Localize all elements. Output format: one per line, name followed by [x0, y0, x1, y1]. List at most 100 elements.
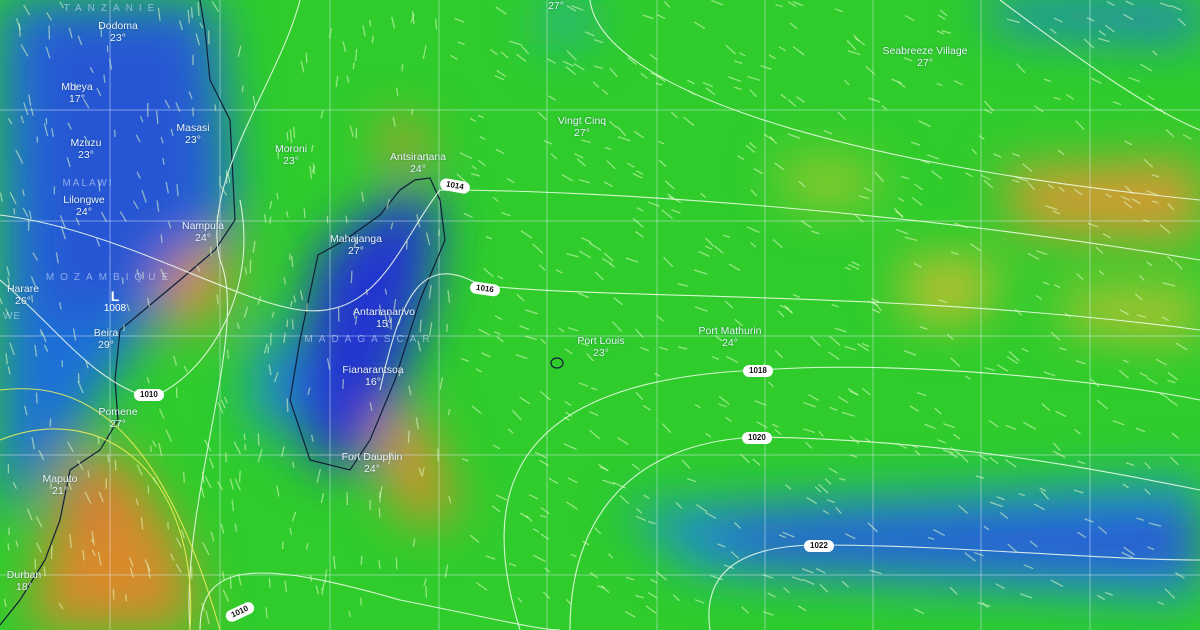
city-label[interactable]: Antananarivo 15° — [353, 306, 415, 330]
wind-particle — [777, 310, 785, 318]
wind-particle — [1052, 442, 1061, 452]
wind-particle — [426, 153, 429, 161]
city-label[interactable]: Fianarantsoa 16° — [342, 364, 403, 388]
wind-particle — [847, 50, 861, 56]
wind-particle — [51, 128, 54, 137]
wind-particle — [844, 266, 851, 271]
city-label[interactable]: Antsiranana 24° — [390, 151, 446, 175]
wind-particle — [977, 601, 991, 607]
wind-particle — [395, 87, 399, 97]
wind-particle — [507, 428, 514, 434]
city-label[interactable]: Beira 29° — [94, 327, 119, 351]
wind-particle — [1077, 531, 1087, 539]
wind-particle — [271, 311, 275, 318]
wind-particle — [775, 4, 783, 8]
city-label[interactable]: Moroni 23° — [275, 143, 307, 167]
wind-particle — [309, 165, 313, 180]
wind-particle — [226, 349, 230, 359]
wind-particle — [789, 22, 798, 30]
city-label[interactable]: Seabreeze Village 27° — [882, 45, 967, 69]
wind-particle — [891, 78, 902, 84]
wind-particle — [112, 588, 115, 600]
wind-particle — [988, 419, 999, 428]
wind-particle — [903, 350, 917, 356]
wind-particle — [752, 458, 761, 466]
wind-particle — [1033, 503, 1046, 511]
wind-particle — [648, 201, 660, 207]
city-label[interactable]: Harare 26° — [7, 283, 39, 307]
wind-particle — [582, 540, 590, 546]
wind-particle — [227, 172, 231, 183]
city-temperature: 27° — [348, 245, 364, 257]
wind-particle — [779, 304, 789, 310]
wind-particle — [815, 567, 826, 574]
wind-particle — [722, 234, 731, 238]
wind-particle — [1006, 356, 1019, 365]
wind-particle — [1035, 250, 1048, 256]
wind-particle — [493, 330, 501, 335]
wind-particle — [3, 598, 7, 607]
wind-particle — [918, 120, 932, 128]
wind-particle — [170, 128, 174, 136]
city-label[interactable]: Mzuzu 23° — [71, 137, 102, 161]
wind-particle — [702, 81, 714, 88]
wind-particle — [495, 494, 508, 501]
wind-particle — [354, 49, 358, 62]
wind-particle — [1052, 450, 1066, 458]
city-name: Moroni — [274, 143, 308, 155]
wind-particle — [609, 67, 618, 78]
city-label[interactable]: 27° — [548, 0, 564, 12]
wind-particle — [211, 1, 220, 13]
city-label[interactable]: Masasi 23° — [176, 122, 209, 146]
wind-particle — [55, 252, 59, 264]
wind-particle — [911, 444, 918, 449]
wind-particle — [839, 477, 846, 481]
wind-particle — [725, 416, 732, 423]
wind-particle — [141, 189, 147, 203]
city-label[interactable]: Pomene 27° — [98, 406, 137, 430]
city-label[interactable]: Nampula 24° — [182, 220, 224, 244]
wind-particle — [1087, 222, 1099, 228]
city-label[interactable]: Mbeya 17° — [61, 81, 93, 105]
city-label[interactable]: Vingt Cinq 27° — [558, 115, 606, 139]
wind-particle — [1124, 140, 1133, 146]
wind-particle — [354, 315, 358, 325]
wind-particle — [158, 442, 163, 457]
wind-particle — [774, 349, 783, 359]
city-label[interactable]: Fort Dauphin 24° — [342, 451, 403, 475]
wind-particle — [1020, 593, 1032, 599]
wind-particle — [268, 364, 272, 376]
wind-particle — [100, 211, 108, 223]
wind-particle — [936, 83, 943, 87]
wind-particle — [1075, 120, 1085, 130]
city-label[interactable]: Durban 18° — [7, 569, 41, 593]
wind-particle — [904, 15, 915, 22]
wind-particle — [814, 486, 822, 493]
wind-particle — [675, 501, 683, 509]
wind-particle — [72, 328, 77, 341]
wind-particle — [471, 405, 482, 414]
wind-particle — [1167, 379, 1176, 384]
wind-particle — [818, 483, 829, 494]
city-label[interactable]: Lilongwe 24° — [63, 194, 104, 218]
city-label[interactable]: Port Mathurin 24° — [698, 325, 761, 349]
wind-particle — [59, 215, 66, 229]
wind-particle — [590, 387, 598, 391]
city-label[interactable]: Mahajanga 27° — [330, 233, 382, 257]
wind-particle — [829, 406, 838, 411]
wind-particle — [920, 159, 930, 164]
city-label[interactable]: Maputo 21° — [42, 473, 77, 497]
city-label[interactable]: Port Louis 23° — [577, 335, 624, 359]
wind-particle — [728, 263, 741, 272]
wind-particle — [1139, 372, 1148, 378]
wind-particle — [360, 555, 363, 565]
wind-particle — [439, 377, 444, 390]
wind-particle — [24, 405, 28, 416]
wind-particle — [724, 300, 734, 309]
country-label-malawi: MALAWI — [62, 178, 114, 189]
wind-particle — [811, 230, 820, 235]
wind-particle — [739, 453, 750, 464]
wind-particle — [291, 255, 294, 268]
city-label[interactable]: Dodoma 23° — [98, 20, 138, 44]
